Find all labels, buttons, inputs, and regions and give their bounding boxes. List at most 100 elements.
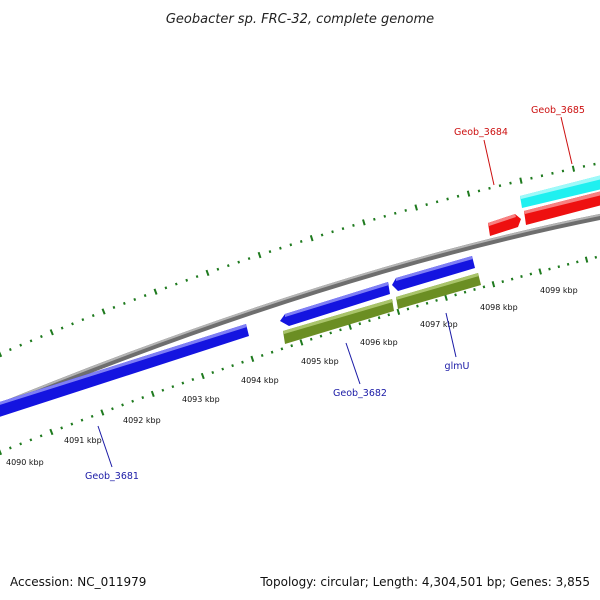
tick-mark xyxy=(561,169,565,173)
callout-line-glmu xyxy=(445,312,457,358)
gene-feature-glmu[interactable] xyxy=(392,256,475,291)
tick-mark xyxy=(383,214,387,218)
tick-mark xyxy=(289,243,293,247)
tick-mark xyxy=(161,388,165,392)
kbp-label: 4090 kbp xyxy=(6,458,44,467)
tick-mark xyxy=(237,260,241,264)
tick-mark xyxy=(133,297,137,302)
tick-mark xyxy=(0,449,3,456)
tick-mark xyxy=(566,262,570,266)
genome-stats-text: Topology: circular; Length: 4,304,501 bp… xyxy=(259,575,590,589)
kbp-label: 4094 kbp xyxy=(241,376,279,385)
tick-mark xyxy=(329,331,333,335)
tick-mark xyxy=(454,293,457,297)
tick-mark xyxy=(153,288,158,295)
tick-mark xyxy=(491,281,496,288)
tick-mark xyxy=(39,335,43,339)
tick-mark xyxy=(257,251,262,259)
tick-mark xyxy=(444,294,448,301)
tick-mark xyxy=(387,313,391,317)
tick-mark xyxy=(19,442,23,446)
tick-mark xyxy=(584,256,589,263)
tick-mark xyxy=(60,426,64,430)
tick-mark xyxy=(81,318,85,322)
tick-mark xyxy=(205,269,210,277)
cds-feature-geob-3682[interactable] xyxy=(283,299,394,344)
tick-mark xyxy=(49,329,54,336)
tick-mark xyxy=(241,360,244,364)
tick-mark xyxy=(339,328,342,332)
tick-mark xyxy=(482,285,486,289)
tick-mark xyxy=(406,307,410,311)
callout-line-geob-3681 xyxy=(97,425,113,468)
tick-mark xyxy=(538,268,542,275)
gene-label-geob-3684[interactable]: Geob_3684 xyxy=(454,127,508,138)
tick-mark xyxy=(247,257,251,261)
tick-mark xyxy=(548,267,551,271)
tick-mark xyxy=(111,407,114,411)
tick-mark xyxy=(8,348,12,352)
gene-feature-geob-3682[interactable] xyxy=(280,282,390,326)
tick-mark xyxy=(404,208,407,212)
tick-mark xyxy=(19,343,23,347)
tick-mark xyxy=(488,186,491,190)
tick-mark xyxy=(463,290,467,294)
kbp-labels: 4090 kbp 4091 kbp 4092 kbp 4093 kbp 4094… xyxy=(6,286,578,467)
tick-mark xyxy=(498,184,502,188)
tick-mark xyxy=(331,230,334,234)
tick-mark xyxy=(377,316,381,320)
gene-label-geob-3682[interactable]: Geob_3682 xyxy=(333,388,387,399)
cds-feature-glmu[interactable] xyxy=(396,273,481,309)
gene-label-geob-3681[interactable]: Geob_3681 xyxy=(85,471,139,482)
kbp-label: 4099 kbp xyxy=(540,286,578,295)
tick-mark xyxy=(280,347,284,351)
gene-label-geob-3685[interactable]: Geob_3685 xyxy=(531,105,585,116)
tick-mark xyxy=(348,323,352,330)
gene-feature-geob-3685[interactable] xyxy=(524,191,600,225)
tick-mark xyxy=(90,414,94,418)
tick-mark xyxy=(8,446,12,450)
tick-mark xyxy=(260,353,264,358)
tick-mark xyxy=(49,428,54,436)
tick-mark xyxy=(435,299,438,302)
map-title: Geobacter sp. FRC-32, complete genome xyxy=(166,12,434,27)
tick-mark xyxy=(509,181,512,185)
tick-mark xyxy=(582,164,586,168)
tick-mark xyxy=(530,176,533,180)
tick-mark xyxy=(164,286,168,290)
kbp-label: 4097 kbp xyxy=(420,320,458,329)
cds-feature-geob-3685[interactable] xyxy=(520,175,600,208)
gene-feature-geob-3684[interactable] xyxy=(488,214,521,236)
tick-mark xyxy=(181,381,185,385)
tick-mark xyxy=(29,339,33,343)
tick-mark xyxy=(501,280,505,284)
tick-mark xyxy=(29,438,33,442)
tick-mark xyxy=(320,233,324,237)
tick-mark xyxy=(270,350,274,354)
tick-mark xyxy=(309,337,313,341)
gene-callouts xyxy=(97,116,573,468)
inner-tick-ring xyxy=(0,255,598,456)
gene-label-glmu[interactable]: glmU xyxy=(445,361,470,372)
kbp-label: 4092 kbp xyxy=(123,416,161,425)
tick-mark xyxy=(425,203,428,207)
gene-feature-geob-3681[interactable] xyxy=(0,324,249,420)
tick-mark xyxy=(396,308,401,315)
kbp-label: 4093 kbp xyxy=(182,395,220,404)
kbp-label: 4096 kbp xyxy=(360,338,398,347)
tick-mark xyxy=(529,272,533,276)
tick-mark xyxy=(112,305,116,309)
tick-mark xyxy=(71,322,74,326)
tick-mark xyxy=(593,162,596,166)
tick-mark xyxy=(268,250,272,254)
outer-tick-ring xyxy=(0,162,596,358)
tick-mark xyxy=(368,319,371,323)
kbp-label: 4095 kbp xyxy=(301,357,339,366)
tick-mark xyxy=(185,278,189,282)
tick-mark xyxy=(358,322,362,326)
tick-mark xyxy=(416,304,419,308)
tick-mark xyxy=(414,204,418,211)
tick-mark xyxy=(519,177,523,184)
tick-mark xyxy=(122,301,126,305)
